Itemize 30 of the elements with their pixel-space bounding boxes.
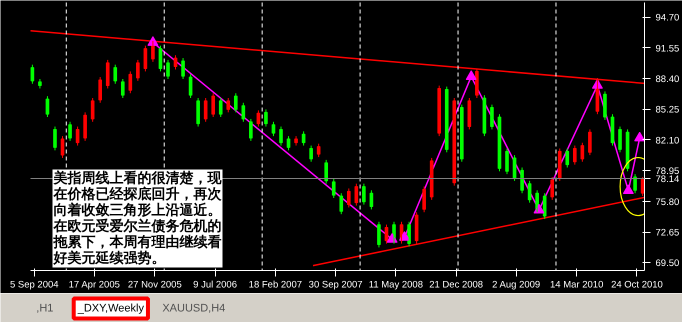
y-tick-label: 94.70 xyxy=(656,12,680,24)
x-tick-label: 30 Sep 2007 xyxy=(308,280,363,290)
y-tick-label: 88.40 xyxy=(656,74,680,86)
y-tick-label: 75.80 xyxy=(656,196,680,208)
x-tick-label: 18 Feb 2007 xyxy=(248,280,302,290)
x-tick-label: 9 Jul 2006 xyxy=(193,280,237,290)
ref-line-label: 78.14 xyxy=(656,174,680,186)
text: XAUUSD,H4 xyxy=(162,302,226,314)
point xyxy=(466,70,477,80)
y-tick-label: 85.25 xyxy=(656,104,680,116)
point xyxy=(147,36,158,46)
point xyxy=(534,204,545,214)
x-tick-label: 17 Apr 2005 xyxy=(68,280,120,290)
x-tick-label: 2 Aug 2009 xyxy=(492,280,540,290)
x-tick-label: 21 Dec 2008 xyxy=(429,280,484,290)
text: ,H1 xyxy=(36,302,54,314)
x-tick-label: 27 Nov 2005 xyxy=(128,280,182,290)
point xyxy=(622,184,634,194)
y-tick-label: 69.50 xyxy=(656,258,680,270)
point xyxy=(398,231,410,241)
point xyxy=(634,132,644,142)
y-tick-label: 72.65 xyxy=(656,228,680,239)
y-tick-label: 82.10 xyxy=(656,135,680,146)
annotation: 美指周线上看的很清楚，现在价格已经探底回升，再次向着收敛三角形上沿逼近。在欧元受爱尔兰债务危机的拖累下，本周有理由继续看好美元延续强势。 xyxy=(52,170,222,266)
text: _DXY,Weekly xyxy=(76,302,144,314)
x-tick-label: 11 May 2008 xyxy=(368,280,424,290)
x-tick-label: 24 Oct 2010 xyxy=(611,280,663,290)
x-tick-label: 14 Mar 2010 xyxy=(550,280,604,290)
x-tick-label: 5 Sep 2004 xyxy=(10,280,59,290)
y-tick-label: 91.55 xyxy=(656,43,680,54)
